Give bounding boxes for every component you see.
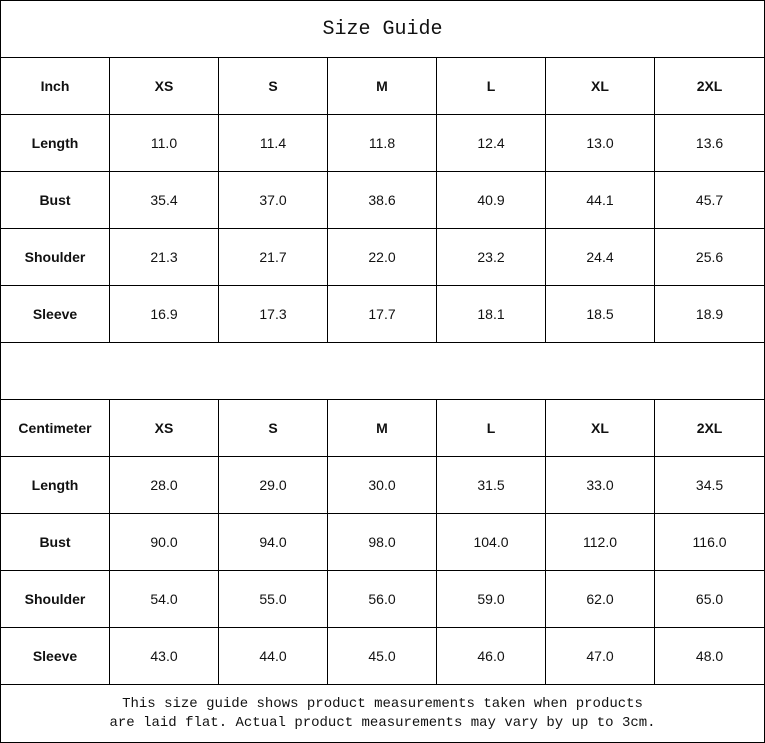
- measurement-cell: 22.0: [327, 228, 437, 286]
- measurement-cell: 11.8: [327, 114, 437, 172]
- measurement-cell: 44.1: [545, 171, 655, 229]
- unit-header: Centimeter: [0, 399, 110, 457]
- measurement-cell: 94.0: [218, 513, 328, 571]
- measurement-cell: 18.9: [653, 285, 765, 343]
- measurement-cell: 65.0: [653, 570, 765, 628]
- table-row: Length 28.0 29.0 30.0 31.5 33.0 34.5: [0, 456, 765, 514]
- size-header: L: [436, 399, 546, 457]
- size-header: M: [327, 57, 437, 115]
- measurement-cell: 28.0: [109, 456, 219, 514]
- table-row: Bust 90.0 94.0 98.0 104.0 112.0 116.0: [0, 513, 765, 571]
- measurement-cell: 11.0: [109, 114, 219, 172]
- table-row: Bust 35.4 37.0 38.6 40.9 44.1 45.7: [0, 171, 765, 229]
- measurement-cell: 46.0: [436, 627, 546, 685]
- measurement-cell: 90.0: [109, 513, 219, 571]
- spacer-row: [0, 342, 765, 400]
- measurement-cell: 21.3: [109, 228, 219, 286]
- row-label: Bust: [0, 171, 110, 229]
- measurement-cell: 33.0: [545, 456, 655, 514]
- row-label: Length: [0, 456, 110, 514]
- row-label: Length: [0, 114, 110, 172]
- measurement-cell: 11.4: [218, 114, 328, 172]
- measurement-cell: 31.5: [436, 456, 546, 514]
- measurement-cell: 43.0: [109, 627, 219, 685]
- inch-header-row: Inch XS S M L XL 2XL: [0, 57, 765, 115]
- size-header: XS: [109, 399, 219, 457]
- row-label: Shoulder: [0, 228, 110, 286]
- measurement-cell: 45.7: [653, 171, 765, 229]
- table-row: Sleeve 16.9 17.3 17.7 18.1 18.5 18.9: [0, 285, 765, 343]
- measurement-cell: 21.7: [218, 228, 328, 286]
- centimeter-header-row: Centimeter XS S M L XL 2XL: [0, 399, 765, 457]
- size-header: XS: [109, 57, 219, 115]
- measurement-note: This size guide shows product measuremen…: [0, 684, 765, 743]
- measurement-cell: 48.0: [653, 627, 765, 685]
- measurement-cell: 30.0: [327, 456, 437, 514]
- measurement-cell: 45.0: [327, 627, 437, 685]
- measurement-cell: 56.0: [327, 570, 437, 628]
- page-title: Size Guide: [0, 0, 765, 58]
- table-row: Shoulder 21.3 21.7 22.0 23.2 24.4 25.6: [0, 228, 765, 286]
- size-header: 2XL: [653, 57, 765, 115]
- measurement-cell: 18.5: [545, 285, 655, 343]
- spacer-cell: [0, 342, 765, 400]
- measurement-cell: 112.0: [545, 513, 655, 571]
- table-row: Shoulder 54.0 55.0 56.0 59.0 62.0 65.0: [0, 570, 765, 628]
- measurement-cell: 24.4: [545, 228, 655, 286]
- measurement-cell: 59.0: [436, 570, 546, 628]
- measurement-cell: 35.4: [109, 171, 219, 229]
- measurement-cell: 17.7: [327, 285, 437, 343]
- size-header: 2XL: [653, 399, 765, 457]
- measurement-cell: 104.0: [436, 513, 546, 571]
- table-row: Length 11.0 11.4 11.8 12.4 13.0 13.6: [0, 114, 765, 172]
- measurement-cell: 29.0: [218, 456, 328, 514]
- measurement-cell: 37.0: [218, 171, 328, 229]
- table-row: Sleeve 43.0 44.0 45.0 46.0 47.0 48.0: [0, 627, 765, 685]
- measurement-cell: 16.9: [109, 285, 219, 343]
- row-label: Shoulder: [0, 570, 110, 628]
- measurement-cell: 98.0: [327, 513, 437, 571]
- measurement-cell: 55.0: [218, 570, 328, 628]
- unit-header: Inch: [0, 57, 110, 115]
- measurement-cell: 62.0: [545, 570, 655, 628]
- measurement-cell: 13.0: [545, 114, 655, 172]
- size-header: S: [218, 399, 328, 457]
- row-label: Sleeve: [0, 627, 110, 685]
- measurement-cell: 12.4: [436, 114, 546, 172]
- size-header: XL: [545, 399, 655, 457]
- measurement-cell: 34.5: [653, 456, 765, 514]
- measurement-cell: 17.3: [218, 285, 328, 343]
- size-header: XL: [545, 57, 655, 115]
- note-line: This size guide shows product measuremen…: [122, 695, 643, 712]
- measurement-cell: 44.0: [218, 627, 328, 685]
- size-header: L: [436, 57, 546, 115]
- measurement-cell: 25.6: [653, 228, 765, 286]
- row-label: Bust: [0, 513, 110, 571]
- note-row: This size guide shows product measuremen…: [0, 684, 765, 743]
- measurement-cell: 54.0: [109, 570, 219, 628]
- measurement-cell: 38.6: [327, 171, 437, 229]
- measurement-cell: 13.6: [653, 114, 765, 172]
- note-line: are laid flat. Actual product measuremen…: [109, 714, 656, 731]
- size-header: S: [218, 57, 328, 115]
- measurement-cell: 47.0: [545, 627, 655, 685]
- measurement-cell: 40.9: [436, 171, 546, 229]
- size-header: M: [327, 399, 437, 457]
- measurement-cell: 116.0: [653, 513, 765, 571]
- measurement-cell: 18.1: [436, 285, 546, 343]
- row-label: Sleeve: [0, 285, 110, 343]
- measurement-cell: 23.2: [436, 228, 546, 286]
